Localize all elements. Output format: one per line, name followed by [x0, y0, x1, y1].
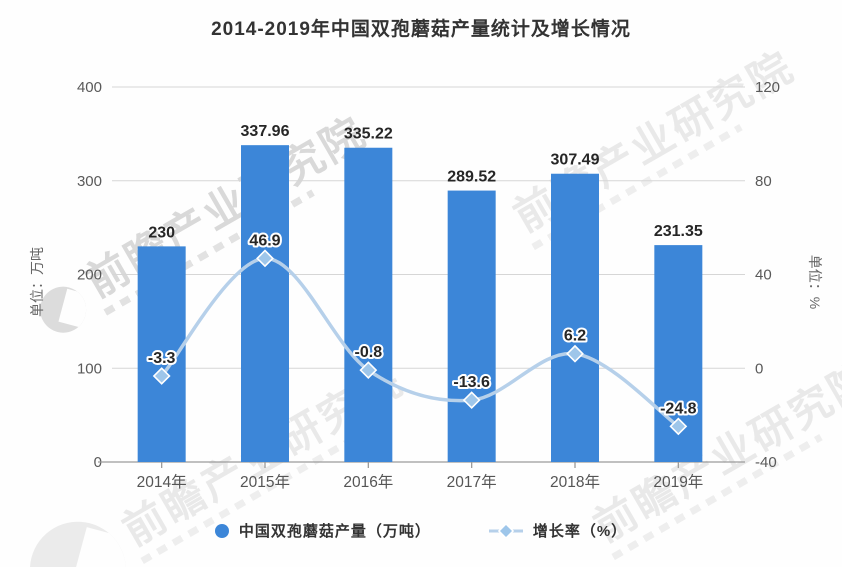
- bar: [344, 147, 393, 462]
- line-point-marker: [462, 391, 481, 410]
- right-axis-tick-label: 40: [755, 267, 772, 284]
- line-value-label: 6.2: [564, 328, 586, 345]
- right-axis-unit-label: 单位：%: [807, 254, 823, 310]
- chart-title: 2014-2019年中国双孢蘑菇产量统计及增长情况: [211, 19, 631, 40]
- bar-value-label: 337.96: [241, 123, 290, 140]
- x-axis-label: 2014年: [137, 473, 187, 491]
- bar-series-marker-icon: [214, 523, 229, 538]
- bar-value-label: 231.35: [654, 223, 703, 240]
- left-axis-tick-label: 400: [77, 79, 102, 96]
- line-series-marker-icon: [488, 523, 523, 538]
- bar-value-label: 289.52: [447, 169, 496, 186]
- legend: 中国双孢蘑菇产量（万吨） 增长率（%）: [0, 520, 842, 541]
- line-value-label: -0.8: [355, 344, 383, 361]
- legend-item-production[interactable]: 中国双孢蘑菇产量（万吨）: [214, 520, 431, 541]
- bar-value-label: 230: [148, 224, 175, 241]
- left-axis-tick-label: 0: [94, 454, 102, 471]
- x-axis-label: 2016年: [343, 473, 393, 491]
- right-axis-tick-label: 0: [755, 360, 763, 377]
- bar-value-label: 307.49: [551, 152, 600, 169]
- left-axis-tick-label: 300: [77, 173, 102, 190]
- right-axis-tick-label: 80: [755, 173, 772, 190]
- bar: [241, 145, 289, 462]
- line-value-label: -13.6: [453, 374, 490, 391]
- right-axis-tick-label: -40: [755, 454, 777, 471]
- legend-label-production: 中国双孢蘑菇产量（万吨）: [238, 523, 431, 540]
- line-value-label: -24.8: [660, 400, 697, 417]
- line-value-label: 46.9: [249, 232, 280, 249]
- left-axis-tick-label: 200: [77, 267, 102, 284]
- line-point-marker: [359, 361, 378, 380]
- x-axis-label: 2015年: [240, 473, 290, 491]
- x-axis-label: 2018年: [550, 473, 600, 491]
- line-point-marker: [669, 417, 688, 436]
- line-point-marker: [152, 367, 171, 385]
- line-value-label: -3.3: [148, 350, 176, 367]
- growth-rate-line: [160, 256, 680, 428]
- bar: [551, 173, 599, 462]
- legend-label-growth-rate: 增长率（%）: [532, 523, 628, 540]
- x-axis-label: 2019年: [653, 473, 703, 491]
- left-axis-tick-label: 100: [77, 360, 102, 377]
- bar: [447, 190, 496, 462]
- x-axis-label: 2017年: [447, 473, 497, 491]
- bar-value-label: 335.22: [344, 126, 393, 143]
- left-axis-unit-label: 单位：万吨: [29, 247, 45, 317]
- right-axis-tick-label: 120: [755, 79, 780, 96]
- line-point-marker: [566, 344, 584, 363]
- legend-item-growth-rate[interactable]: 增长率（%）: [488, 520, 628, 541]
